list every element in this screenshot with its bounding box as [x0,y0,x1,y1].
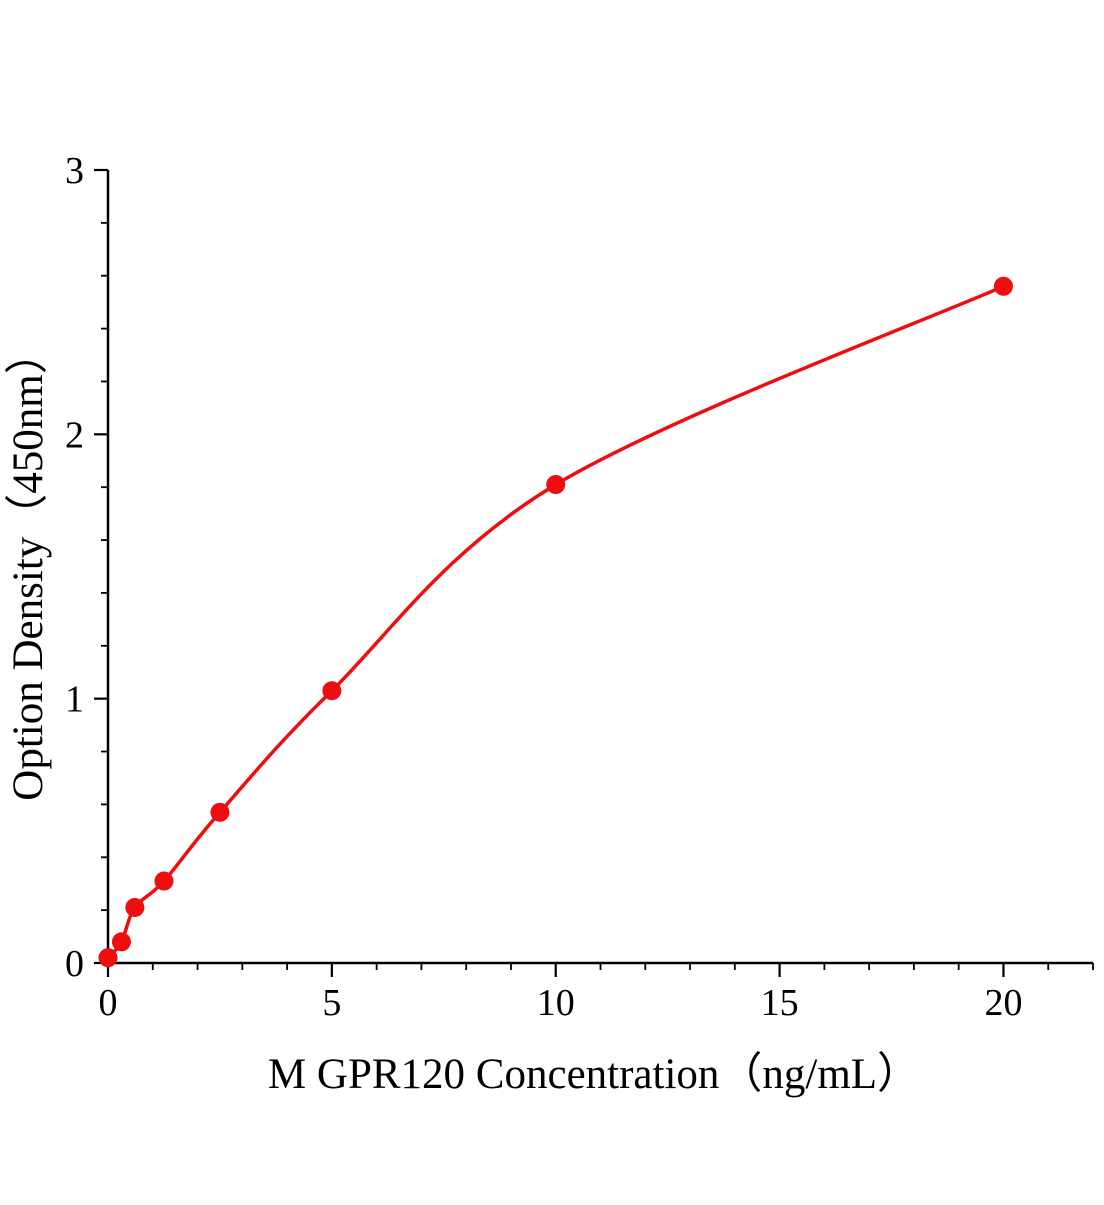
standard-curve-line [106,284,1006,960]
x-axis-label: M GPR120 Concentration（ng/mL） [268,1051,920,1098]
x-tick-label: 10 [537,982,575,1024]
y-tick-label: 0 [65,943,84,985]
data-point [154,871,174,891]
x-tick-label: 0 [99,982,118,1024]
y-axis-label: Option Density（450nm） [5,331,52,800]
plot-layer: 0 5 10 15 20 0 1 2 3 [65,150,1094,1024]
y-tick-label: 3 [65,150,84,192]
x-tick-label: 15 [761,982,799,1024]
data-point [993,276,1013,296]
data-point [322,681,342,701]
data-point [98,948,118,968]
data-point [210,802,230,822]
y-tick-label: 1 [65,679,84,721]
y-tick-label: 2 [65,414,84,456]
x-tick-label: 5 [322,982,341,1024]
data-point [546,475,566,495]
data-point [111,932,131,952]
data-point [125,897,145,917]
x-tick-label: 20 [984,982,1022,1024]
